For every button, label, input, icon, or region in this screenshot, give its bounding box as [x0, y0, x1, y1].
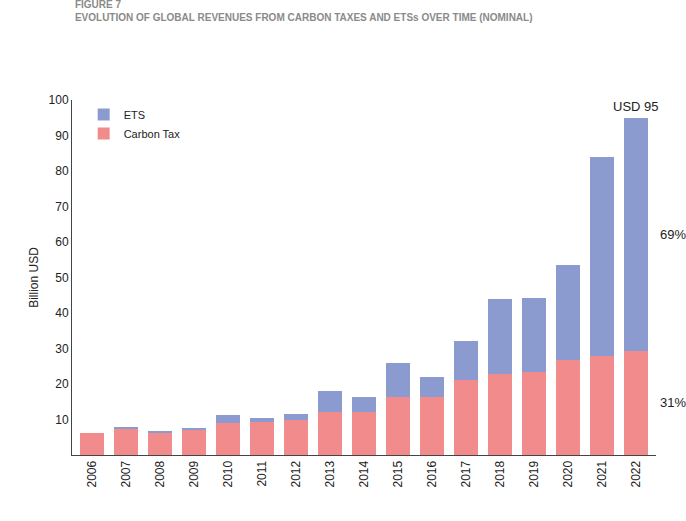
- svg-text:2012: 2012: [289, 460, 303, 487]
- svg-text:ETS: ETS: [124, 109, 145, 121]
- svg-text:2020: 2020: [561, 460, 575, 487]
- svg-text:2007: 2007: [119, 460, 133, 487]
- svg-text:10: 10: [55, 413, 69, 427]
- svg-text:2014: 2014: [357, 460, 371, 487]
- svg-text:2016: 2016: [425, 460, 439, 487]
- svg-text:100: 100: [49, 93, 69, 107]
- svg-text:2021: 2021: [595, 460, 609, 487]
- svg-text:2013: 2013: [323, 460, 337, 487]
- svg-text:60: 60: [55, 235, 69, 249]
- svg-text:2011: 2011: [255, 460, 269, 486]
- svg-text:70: 70: [55, 200, 69, 214]
- svg-text:USD 95: USD 95: [613, 99, 659, 114]
- svg-text:2017: 2017: [459, 460, 473, 487]
- svg-text:2015: 2015: [391, 460, 405, 487]
- svg-text:2008: 2008: [153, 460, 167, 487]
- svg-text:80: 80: [55, 164, 69, 178]
- svg-text:31%: 31%: [660, 395, 686, 410]
- svg-text:40: 40: [55, 306, 69, 320]
- svg-text:69%: 69%: [660, 227, 686, 242]
- svg-text:2009: 2009: [187, 460, 201, 487]
- svg-text:Billion USD: Billion USD: [27, 247, 41, 308]
- svg-text:FIGURE 7EVOLUTION OF GLOBAL RE: FIGURE 7EVOLUTION OF GLOBAL REVENUES FRO…: [75, 0, 533, 23]
- svg-text:90: 90: [55, 129, 69, 143]
- svg-text:2010: 2010: [221, 460, 235, 487]
- svg-text:2018: 2018: [493, 460, 507, 487]
- svg-text:30: 30: [55, 342, 69, 356]
- svg-text:2019: 2019: [527, 460, 541, 487]
- svg-text:2006: 2006: [85, 460, 99, 487]
- svg-text:2022: 2022: [629, 460, 643, 487]
- svg-text:20: 20: [55, 377, 69, 391]
- svg-text:Carbon Tax: Carbon Tax: [124, 128, 181, 140]
- svg-text:50: 50: [55, 271, 69, 285]
